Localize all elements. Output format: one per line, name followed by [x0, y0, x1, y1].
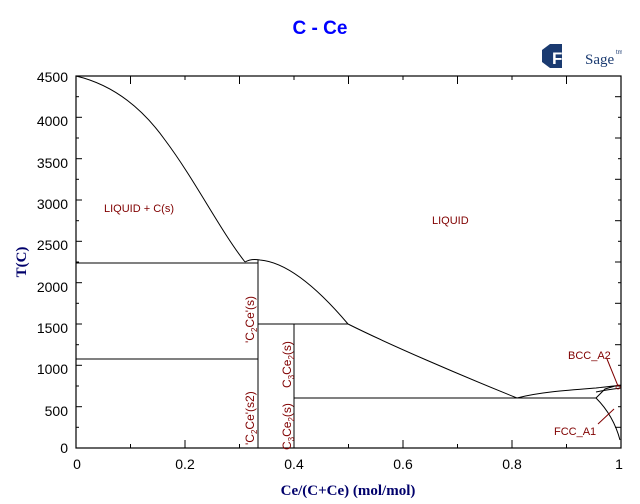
label-liquid: LIQUID: [432, 215, 469, 227]
logo-mark-icon: [542, 44, 562, 68]
svg-text:4500: 4500: [37, 69, 68, 85]
y-axis-title: T(C): [14, 247, 30, 278]
plot-frame: [75, 75, 622, 449]
svg-text:1000: 1000: [37, 361, 68, 377]
label-c3ce2-s-lower: C3Ce2(s): [280, 403, 296, 450]
svg-text:0: 0: [60, 440, 68, 456]
svg-text:1: 1: [615, 456, 623, 472]
label-pointers: [597, 358, 619, 425]
svg-text:0.6: 0.6: [393, 456, 413, 472]
x-tick-labels: 0 0.2 0.4 0.6 0.8 1: [73, 456, 623, 472]
svg-text:500: 500: [45, 403, 69, 419]
svg-text:Fact: Fact: [552, 49, 587, 68]
label-c2ce-s: 'C2Ce'(s): [243, 296, 259, 343]
svg-text:0.8: 0.8: [502, 456, 522, 472]
x-axis-title: Ce/(C+Ce) (mol/mol): [281, 483, 416, 499]
chart-title: C - Ce: [292, 18, 348, 39]
svg-text:0.2: 0.2: [175, 456, 195, 472]
svg-text:1500: 1500: [37, 320, 68, 336]
label-c2ce-s2: 'C2Ce'(s2): [243, 391, 259, 445]
factsage-logo: Fact Sage tm: [540, 42, 623, 72]
label-bcc-a2: BCC_A2: [568, 350, 611, 362]
svg-text:2500: 2500: [37, 237, 68, 253]
label-liquid-c: LIQUID + C(s): [104, 203, 174, 215]
svg-text:0.4: 0.4: [284, 456, 304, 472]
label-c3ce2-s-upper: C3Ce2(s): [280, 341, 296, 388]
svg-text:0: 0: [73, 456, 81, 472]
svg-text:'C2Ce'(s2): 'C2Ce'(s2): [243, 391, 259, 445]
x-ticks: [75, 76, 622, 448]
svg-text:Sage: Sage: [585, 52, 615, 68]
y-ticks: [76, 96, 621, 428]
svg-text:C3Ce2(s): C3Ce2(s): [280, 403, 296, 450]
svg-text:C3Ce2(s): C3Ce2(s): [280, 341, 296, 388]
svg-text:3500: 3500: [37, 155, 68, 171]
svg-text:tm: tm: [616, 50, 622, 56]
svg-text:4000: 4000: [37, 113, 68, 129]
svg-text:2000: 2000: [37, 279, 68, 295]
label-fcc-a1: FCC_A1: [554, 426, 596, 438]
phase-boundaries: [75, 75, 622, 448]
svg-text:3000: 3000: [37, 196, 68, 212]
svg-text:'C2Ce'(s): 'C2Ce'(s): [243, 296, 259, 343]
y-tick-labels: 0 500 1000 1500 2000 2500 3000 3500 4000…: [37, 69, 68, 456]
